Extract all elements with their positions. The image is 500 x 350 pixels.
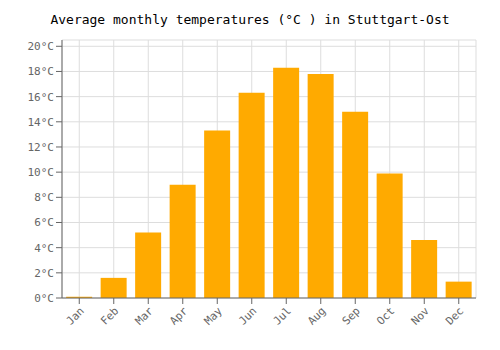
svg-text:Dec: Dec (443, 304, 466, 327)
svg-text:6°C: 6°C (34, 216, 54, 229)
svg-text:18°C: 18°C (28, 65, 55, 78)
svg-text:16°C: 16°C (28, 91, 55, 104)
svg-text:Sep: Sep (340, 304, 363, 327)
svg-text:Nov: Nov (409, 304, 433, 328)
svg-text:12°C: 12°C (28, 141, 55, 154)
svg-text:Jul: Jul (271, 304, 294, 327)
svg-text:Feb: Feb (98, 304, 121, 327)
svg-text:Mar: Mar (133, 304, 157, 328)
svg-text:Aug: Aug (305, 304, 328, 327)
svg-text:May: May (202, 304, 226, 328)
svg-text:4°C: 4°C (34, 242, 54, 255)
html-text:Average monthly temperatures (: Average monthly temperatures (°C ) in St… (50, 12, 450, 27)
svg-text:Apr: Apr (167, 304, 191, 328)
svg-text:20°C: 20°C (28, 40, 55, 53)
svg-text:14°C: 14°C (28, 116, 55, 129)
svg-text:Oct: Oct (374, 304, 397, 327)
svg-text:Jan: Jan (64, 304, 87, 327)
svg-text:Jun: Jun (236, 304, 259, 327)
svg-text:0°C: 0°C (34, 292, 54, 305)
svg-text:2°C: 2°C (34, 267, 54, 280)
svg-text:8°C: 8°C (34, 191, 54, 204)
svg-text:10°C: 10°C (28, 166, 55, 179)
